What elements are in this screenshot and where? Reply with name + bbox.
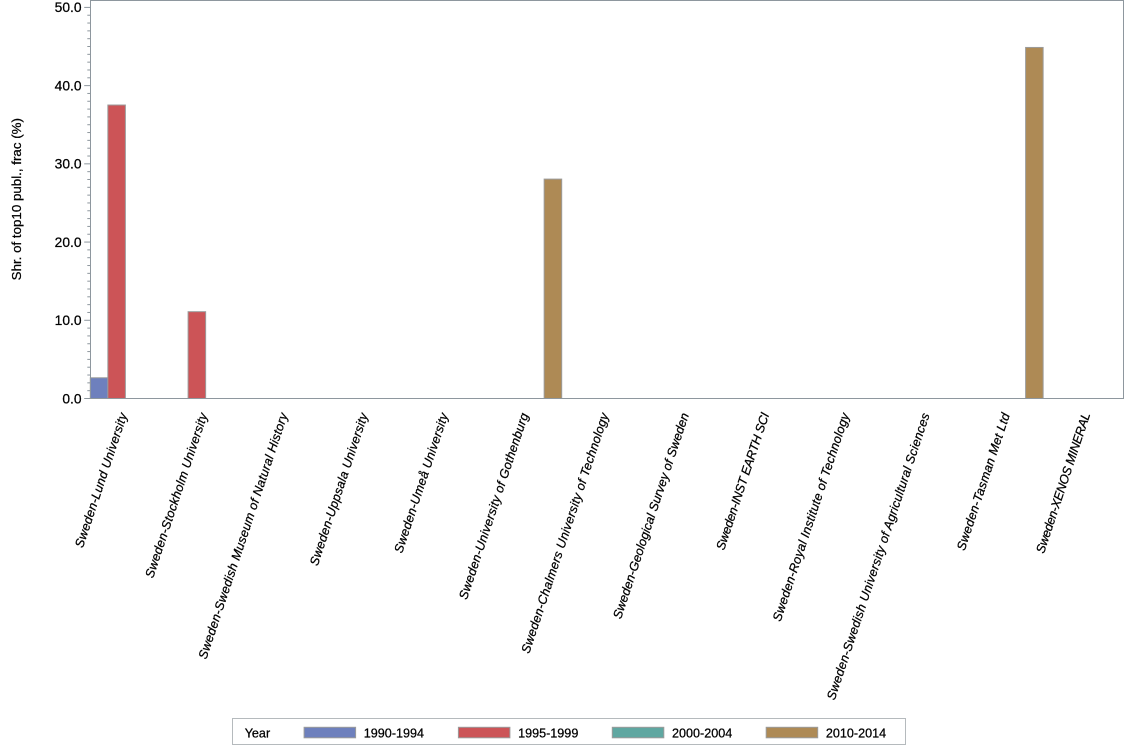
svg-text:2000-2004: 2000-2004 (672, 726, 732, 740)
svg-text:0.0: 0.0 (62, 391, 82, 406)
svg-text:50.0: 50.0 (55, 0, 82, 15)
svg-text:1995-1999: 1995-1999 (518, 726, 578, 740)
svg-text:30.0: 30.0 (55, 157, 82, 172)
svg-text:2010-2014: 2010-2014 (826, 726, 886, 740)
svg-text:10.0: 10.0 (55, 313, 82, 328)
svg-text:Year: Year (245, 726, 270, 740)
svg-text:40.0: 40.0 (55, 78, 82, 93)
svg-text:Shr. of top10 publ., frac (%): Shr. of top10 publ., frac (%) (9, 118, 24, 280)
svg-text:1990-1994: 1990-1994 (364, 726, 424, 740)
svg-text:20.0: 20.0 (55, 235, 82, 250)
